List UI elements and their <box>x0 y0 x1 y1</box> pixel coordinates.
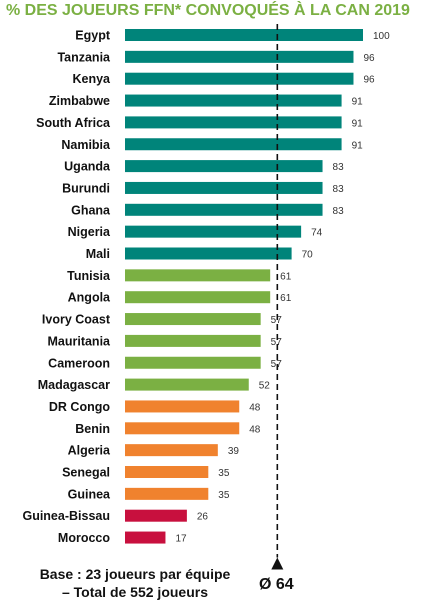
value-label-madagascar: 52 <box>259 381 271 392</box>
category-label-south-africa: South Africa <box>36 116 111 130</box>
base-note-line-2: – Total de 552 joueurs <box>61 584 208 600</box>
category-label-senegal: Senegal <box>62 466 110 480</box>
bar-zimbabwe <box>125 94 342 107</box>
value-label-algeria: 39 <box>228 446 240 457</box>
value-label-senegal: 35 <box>218 468 230 479</box>
value-label-egypt: 100 <box>373 31 390 42</box>
category-label-madagascar: Madagascar <box>38 378 110 392</box>
average-marker-triangle <box>271 557 284 570</box>
value-label-benin: 48 <box>249 424 261 435</box>
bar-guinea <box>125 487 209 500</box>
bar-ghana <box>125 203 323 216</box>
category-label-guinea-bissau: Guinea-Bissau <box>22 509 110 523</box>
value-label-nigeria: 74 <box>311 228 323 239</box>
category-label-burundi: Burundi <box>62 181 110 195</box>
bar-egypt <box>125 29 363 41</box>
bar-kenya <box>125 72 354 85</box>
category-label-angola: Angola <box>68 291 111 305</box>
value-label-burundi: 83 <box>333 184 345 195</box>
reference-line-layer <box>271 24 284 570</box>
category-label-tanzania: Tanzania <box>57 50 111 64</box>
bar-south-africa <box>125 116 342 129</box>
bar-ivory-coast <box>125 313 261 326</box>
value-label-cameroon: 57 <box>271 359 283 370</box>
category-label-algeria: Algeria <box>68 444 111 458</box>
bar-madagascar <box>125 378 249 391</box>
bar-mauritania <box>125 334 261 347</box>
category-label-namibia: Namibia <box>61 138 111 152</box>
average-label: Ø 64 <box>259 576 294 593</box>
base-note: Base : 23 joueurs par équipe – Total de … <box>20 565 250 601</box>
value-label-kenya: 96 <box>363 75 375 86</box>
value-label-uganda: 83 <box>333 162 345 173</box>
bar-uganda <box>125 160 323 173</box>
bar-mali <box>125 247 292 260</box>
value-label-south-africa: 91 <box>352 118 364 129</box>
bars-layer: Egypt 100 Tanzania 96 Kenya 96 Zimbabwe 91 South… <box>22 29 390 546</box>
category-label-mali: Mali <box>86 247 110 261</box>
value-label-mali: 70 <box>302 250 314 261</box>
bar-senegal <box>125 466 209 478</box>
value-label-tanzania: 96 <box>363 53 375 64</box>
bar-angola <box>125 291 271 304</box>
bar-guinea-bissau <box>125 509 187 522</box>
value-label-guinea: 35 <box>218 490 230 501</box>
category-label-dr-congo: DR Congo <box>49 400 110 414</box>
value-label-zimbabwe: 91 <box>352 97 364 108</box>
value-label-mauritania: 57 <box>271 337 283 348</box>
category-label-tunisia: Tunisia <box>67 269 111 283</box>
bar-dr-congo <box>125 400 240 413</box>
category-label-ghana: Ghana <box>71 203 111 217</box>
category-label-egypt: Egypt <box>75 29 111 43</box>
chart-title: % DES JOUEURS FFN* CONVOQUÉS À LA CAN 20… <box>6 2 410 19</box>
bar-benin <box>125 422 240 435</box>
category-label-kenya: Kenya <box>72 72 111 86</box>
value-label-morocco: 17 <box>175 534 187 545</box>
base-note-line-1: Base : 23 joueurs par équipe <box>39 566 231 582</box>
value-label-guinea-bissau: 26 <box>197 512 209 523</box>
category-label-ivory-coast: Ivory Coast <box>42 313 111 327</box>
value-label-angola: 61 <box>280 293 292 304</box>
bar-tanzania <box>125 50 354 63</box>
category-label-benin: Benin <box>75 422 110 436</box>
category-label-uganda: Uganda <box>64 160 111 174</box>
category-label-nigeria: Nigeria <box>68 225 111 239</box>
category-label-guinea: Guinea <box>68 487 111 501</box>
value-label-tunisia: 61 <box>280 271 292 282</box>
bar-morocco <box>125 531 166 544</box>
category-label-cameroon: Cameroon <box>48 356 110 370</box>
category-label-morocco: Morocco <box>58 531 110 545</box>
category-label-mauritania: Mauritania <box>47 334 111 348</box>
bar-cameroon <box>125 356 261 369</box>
bar-nigeria <box>125 225 302 238</box>
value-label-ghana: 83 <box>333 206 345 217</box>
value-label-dr-congo: 48 <box>249 402 261 413</box>
bar-tunisia <box>125 269 271 282</box>
bar-namibia <box>125 138 342 151</box>
value-label-ivory-coast: 57 <box>271 315 283 326</box>
bar-algeria <box>125 444 218 457</box>
value-label-namibia: 91 <box>352 140 364 151</box>
category-label-zimbabwe: Zimbabwe <box>49 94 110 108</box>
bar-burundi <box>125 181 323 194</box>
